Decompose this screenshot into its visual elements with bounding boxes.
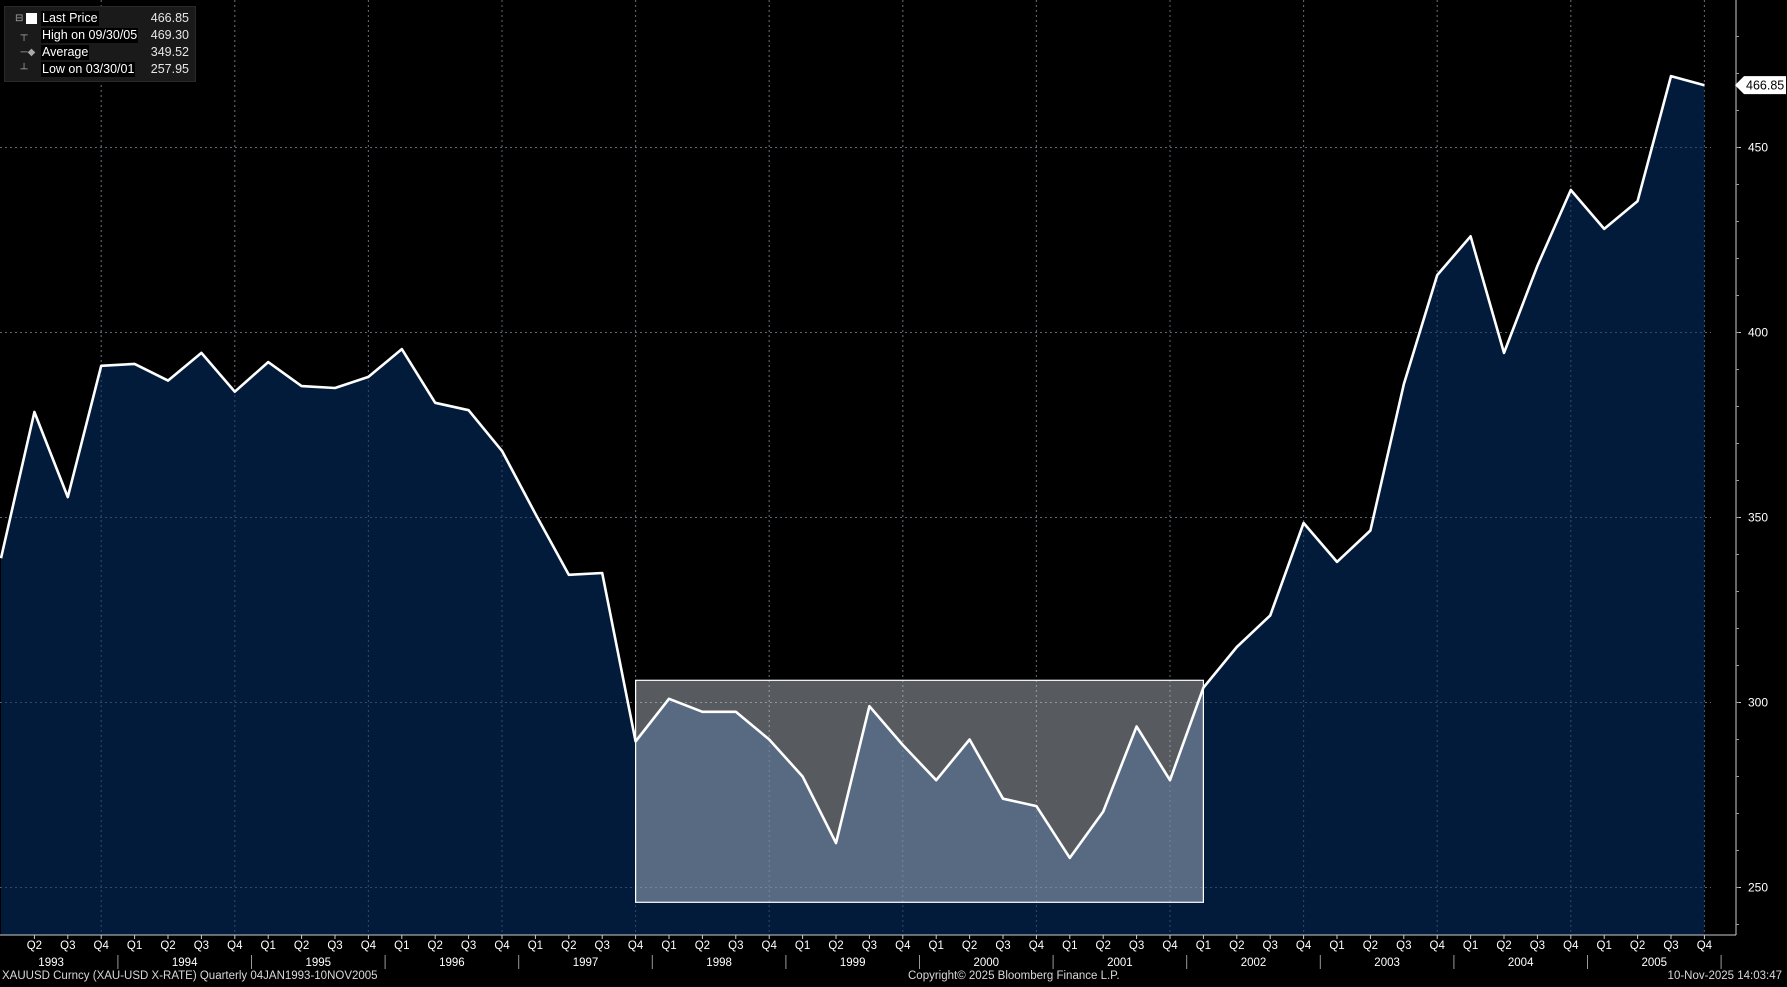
x-tick-label: Q4	[895, 940, 911, 952]
legend-row-high: ┬ High on 09/30/05 469.30	[15, 28, 191, 43]
x-tick-label: Q1	[1597, 940, 1612, 952]
x-tick-label: Q1	[929, 940, 944, 952]
y-tick-label: 450	[1748, 141, 1768, 155]
x-tick-label: Q4	[494, 940, 510, 952]
x-tick-label: Q3	[1263, 940, 1278, 952]
x-tick-label: Q2	[1496, 940, 1511, 952]
x-year-label: 1993	[38, 957, 64, 969]
x-tick-label: Q4	[227, 940, 243, 952]
legend-label: Last Price	[41, 11, 99, 26]
x-tick-label: Q3	[194, 940, 209, 952]
x-tick-label: Q4	[1029, 940, 1045, 952]
last-value-label: 466.85	[1746, 79, 1784, 93]
x-tick-label: Q4	[1563, 940, 1579, 952]
footer-security-info: XAUUSD Curncy (XAU-USD X-RATE) Quarterly…	[2, 970, 378, 982]
x-year-label: 2004	[1508, 957, 1534, 969]
x-year-label: 1999	[840, 957, 866, 969]
footer-timestamp: 10-Nov-2025 14:03:47	[1667, 970, 1782, 982]
x-year-label: 2002	[1241, 957, 1267, 969]
legend-value: 466.85	[150, 11, 189, 25]
x-tick-label: Q2	[294, 940, 309, 952]
x-tick-label: Q1	[394, 940, 409, 952]
x-tick-label: Q3	[461, 940, 476, 952]
highlight-box	[634, 679, 1204, 903]
average-marker-icon: ─◆	[15, 47, 36, 58]
x-tick-label: Q2	[962, 940, 977, 952]
legend-label: Average	[41, 45, 90, 60]
y-tick-label: 250	[1748, 881, 1768, 895]
last-price-swatch	[26, 13, 37, 24]
last-value-tag	[1735, 76, 1786, 95]
collapse-icon[interactable]: ⊟	[15, 13, 24, 24]
x-tick-label: Q4	[1697, 940, 1713, 952]
x-tick-label: Q3	[728, 940, 743, 952]
x-tick-label: Q3	[1530, 940, 1545, 952]
legend-label: Low on 03/30/01	[41, 62, 136, 77]
x-tick-label: Q4	[1296, 940, 1312, 952]
x-tick-label: Q1	[1329, 940, 1344, 952]
x-tick-label: Q3	[595, 940, 610, 952]
x-year-label: 1997	[573, 957, 599, 969]
y-tick-label: 350	[1748, 511, 1768, 525]
legend-value: 469.30	[150, 28, 189, 42]
legend-value: 257.95	[150, 62, 189, 76]
x-tick-label: Q4	[1162, 940, 1178, 952]
x-tick-label: Q3	[60, 940, 75, 952]
x-tick-label: Q4	[1430, 940, 1446, 952]
x-tick-label: Q2	[1096, 940, 1111, 952]
high-marker-icon: ┬	[15, 30, 28, 41]
x-tick-label: Q1	[1196, 940, 1211, 952]
x-tick-label: Q2	[561, 940, 576, 952]
legend-row-last-price: ⊟ Last Price 466.85	[15, 11, 191, 26]
footer-copyright: Copyright© 2025 Bloomberg Finance L.P.	[908, 970, 1120, 982]
x-tick-label: Q4	[762, 940, 778, 952]
x-tick-label: Q1	[528, 940, 543, 952]
x-tick-label: Q2	[1363, 940, 1378, 952]
legend-row-low: ┴ Low on 03/30/01 257.95	[15, 62, 191, 77]
x-tick-label: Q2	[428, 940, 443, 952]
x-tick-label: Q3	[1396, 940, 1411, 952]
legend-value: 349.52	[150, 45, 189, 59]
x-tick-label: Q2	[828, 940, 843, 952]
y-tick-label: 400	[1748, 326, 1768, 340]
x-tick-label: Q3	[1663, 940, 1678, 952]
x-tick-label: Q4	[628, 940, 644, 952]
legend-row-average: ─◆ Average 349.52	[15, 45, 191, 60]
series-line	[0, 74, 1705, 860]
x-tick-label: Q2	[1229, 940, 1244, 952]
x-tick-label: Q1	[261, 940, 276, 952]
low-marker-icon: ┴	[15, 64, 28, 75]
x-year-label: 1998	[706, 957, 732, 969]
legend: ⊟ Last Price 466.85 ┬ High on 09/30/05 4…	[4, 6, 196, 82]
x-tick-label: Q1	[661, 940, 676, 952]
x-tick-label: Q2	[695, 940, 710, 952]
x-tick-label: Q3	[862, 940, 877, 952]
x-tick-label: Q1	[795, 940, 810, 952]
x-tick-label: Q2	[160, 940, 175, 952]
x-year-label: 1995	[306, 957, 332, 969]
x-year-label: 2000	[974, 957, 1000, 969]
y-tick-label: 300	[1748, 696, 1768, 710]
x-tick-label: Q4	[361, 940, 377, 952]
x-tick-label: Q2	[1630, 940, 1645, 952]
x-tick-label: Q2	[27, 940, 42, 952]
x-tick-label: Q1	[1062, 940, 1077, 952]
legend-label: High on 09/30/05	[41, 28, 139, 43]
x-tick-label: Q1	[1463, 940, 1478, 952]
x-tick-label: Q1	[127, 940, 142, 952]
series-area	[1, 76, 1705, 936]
x-year-label: 1994	[172, 957, 198, 969]
x-tick-label: Q3	[327, 940, 342, 952]
x-year-label: 1996	[439, 957, 465, 969]
x-year-label: 2003	[1374, 957, 1400, 969]
x-tick-label: Q4	[94, 940, 110, 952]
x-year-label: 2005	[1642, 957, 1668, 969]
x-tick-label: Q3	[995, 940, 1010, 952]
x-tick-label: Q3	[1129, 940, 1144, 952]
x-year-label: 2001	[1107, 957, 1133, 969]
